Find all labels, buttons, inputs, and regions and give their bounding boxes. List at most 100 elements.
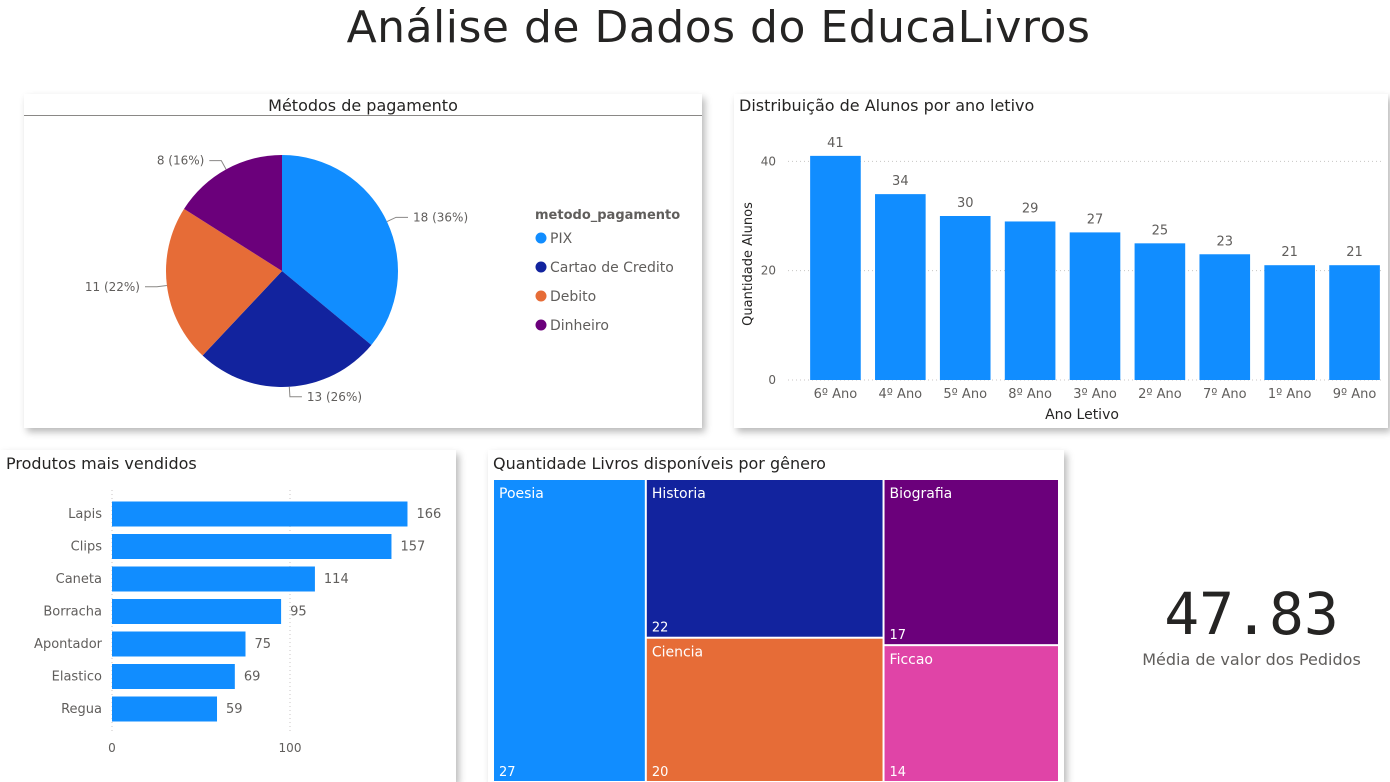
column-chart-card[interactable]: Distribuição de Alunos por ano letivo 0 2… — [734, 94, 1388, 428]
legend-item-1: Cartao de Credito — [550, 260, 674, 276]
treemap-tile-label-4: Ficcao — [890, 652, 933, 668]
column-bar-7[interactable] — [1264, 265, 1315, 380]
column-data-label-4: 27 — [1087, 212, 1104, 227]
treemap-tile-label-3: Biografia — [890, 486, 953, 502]
pie-chart-card[interactable]: Métodos de pagamento 18 (36%) 13 (26%) 11 … — [24, 94, 702, 428]
bar-data-label-0: 166 — [416, 507, 441, 522]
column-data-label-2: 30 — [957, 196, 974, 211]
column-data-label-6: 23 — [1217, 234, 1234, 249]
pie-title-underline — [24, 115, 702, 116]
column-bar-8[interactable] — [1329, 265, 1380, 380]
y-tick-label-1: 20 — [761, 264, 776, 278]
column-chart[interactable]: 0 20 40 41 6º Ano 34 4º Ano 30 5º Ano 29 8º Ano 27 3… — [734, 94, 1388, 428]
legend-item-2: Debito — [550, 289, 596, 305]
x-tick-label-7: 1º Ano — [1268, 387, 1312, 402]
legend-item-0: PIX — [550, 231, 573, 247]
column-bar-2[interactable] — [939, 216, 991, 380]
treemap-tile-2[interactable] — [646, 638, 883, 781]
y-tick-label-0: 0 — [768, 373, 776, 387]
column-bar-5[interactable] — [1134, 243, 1186, 380]
treemap-tile-4[interactable] — [884, 646, 1058, 781]
bar-chart-title: Produtos mais vendidos — [6, 454, 197, 473]
pie-data-label-0: 18 (36%) — [413, 210, 468, 224]
pie-leader-line-1 — [288, 386, 302, 398]
pie-leader-line-0 — [386, 216, 409, 223]
column-data-label-5: 25 — [1152, 223, 1169, 238]
y-category-label-4: Apontador — [34, 637, 103, 652]
y-axis-title: Quantidade Alunos — [741, 202, 756, 326]
column-data-label-1: 34 — [892, 174, 909, 189]
pie-slice-3[interactable] — [184, 155, 282, 271]
pie-chart[interactable]: 18 (36%) 13 (26%) 11 (22%) 8 (16%) metodo_pa… — [24, 94, 702, 428]
x-tick-label-6: 7º Ano — [1203, 387, 1247, 402]
bar-6[interactable] — [112, 696, 218, 722]
y-tick-label-2: 40 — [761, 154, 776, 168]
x-tick-label-5: 2º Ano — [1138, 387, 1182, 402]
y-category-label-3: Borracha — [43, 605, 102, 620]
x-tick-label-8: 9º Ano — [1333, 387, 1377, 402]
pie-leader-line-2 — [144, 285, 167, 288]
pie-slice-2[interactable] — [165, 208, 282, 356]
bar-3[interactable] — [112, 599, 282, 624]
column-bar-3[interactable] — [1004, 221, 1056, 380]
treemap-card[interactable]: Quantidade Livros disponíveis por gênero… — [488, 450, 1064, 782]
legend-item-3: Dinheiro — [550, 318, 609, 334]
bar-data-label-2: 114 — [324, 572, 349, 587]
column-data-label-0: 41 — [827, 136, 844, 151]
x-tick-label-4: 3º Ano — [1073, 387, 1117, 402]
y-category-label-1: Clips — [71, 540, 103, 555]
pie-slice-0[interactable] — [282, 155, 398, 345]
y-category-label-6: Regua — [61, 702, 102, 717]
legend-marker-1 — [535, 261, 547, 273]
treemap-tile-label-2: Ciencia — [652, 645, 703, 661]
x-tick-label-0: 0 — [108, 741, 116, 755]
pie-slice-1[interactable] — [202, 271, 372, 387]
pie-data-label-1: 13 (26%) — [307, 390, 362, 404]
treemap-tile-value-0: 27 — [499, 765, 516, 780]
page-title: Análise de Dados do EducaLivros — [346, 2, 1091, 53]
legend-marker-3 — [535, 319, 547, 331]
treemap-title: Quantidade Livros disponíveis por gênero — [493, 454, 826, 473]
column-bar-4[interactable] — [1069, 232, 1121, 380]
x-tick-label-3: 8º Ano — [1008, 387, 1052, 402]
kpi-card[interactable]: 47.83 Média de valor dos Pedidos — [1094, 450, 1390, 782]
legend-title: metodo_pagamento — [535, 208, 680, 223]
treemap-chart[interactable]: Poesia 27 Historia 22 Ciencia 20 Biografia 17 Fi… — [488, 450, 1064, 782]
treemap-tile-value-3: 17 — [890, 628, 907, 643]
treemap-tile-value-4: 14 — [890, 765, 907, 780]
bar-2[interactable] — [112, 566, 315, 592]
column-data-label-7: 21 — [1281, 245, 1298, 260]
pie-chart-title: Métodos de pagamento — [268, 96, 458, 115]
bar-0[interactable] — [112, 501, 408, 527]
treemap-tile-3[interactable] — [884, 480, 1058, 645]
x-tick-label-1: 4º Ano — [879, 387, 923, 402]
legend-marker-0 — [535, 232, 547, 244]
bar-1[interactable] — [112, 534, 392, 559]
column-chart-title: Distribuição de Alunos por ano letivo — [739, 96, 1035, 115]
legend-marker-2 — [535, 290, 547, 302]
x-tick-label-1: 100 — [279, 741, 302, 755]
column-bar-1[interactable] — [875, 194, 926, 380]
bar-data-label-5: 69 — [244, 670, 261, 685]
kpi-label: Média de valor dos Pedidos — [1142, 650, 1361, 669]
x-tick-label-2: 5º Ano — [943, 387, 987, 402]
bar-data-label-1: 157 — [400, 540, 425, 555]
column-bar-0[interactable] — [810, 155, 861, 380]
bar-4[interactable] — [112, 631, 246, 657]
column-data-label-8: 21 — [1346, 245, 1363, 260]
y-category-label-5: Elastico — [52, 670, 102, 685]
bar-5[interactable] — [112, 664, 235, 689]
treemap-tile-0[interactable] — [494, 480, 645, 781]
y-category-label-2: Caneta — [56, 572, 102, 587]
pie-leader-line-3 — [209, 160, 227, 170]
treemap-tile-label-0: Poesia — [499, 486, 544, 502]
pie-data-label-2: 11 (22%) — [85, 280, 140, 294]
x-axis-title: Ano Letivo — [1045, 407, 1119, 423]
x-tick-label-0: 6º Ano — [814, 387, 858, 402]
treemap-tile-1[interactable] — [646, 480, 883, 637]
bar-chart-card[interactable]: Produtos mais vendidos 0 100 Lapis 166 Clips… — [0, 450, 456, 782]
bar-chart[interactable]: 0 100 Lapis 166 Clips 157 Caneta 114 Borracha 95 A… — [0, 450, 456, 782]
column-bar-6[interactable] — [1199, 254, 1251, 380]
treemap-tile-value-2: 20 — [652, 765, 669, 780]
column-data-label-3: 29 — [1022, 201, 1039, 216]
